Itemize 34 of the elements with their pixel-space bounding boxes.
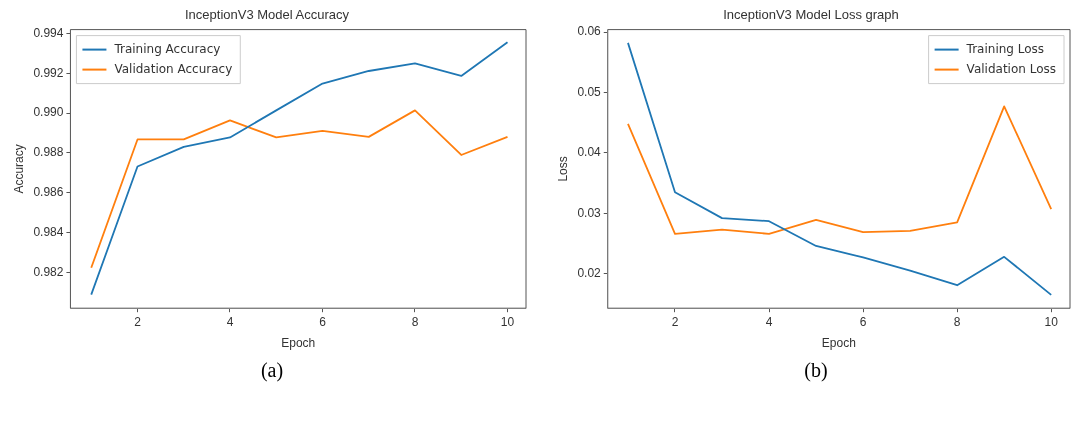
text: (a) [260, 359, 284, 382]
y-axis-title: Loss [555, 156, 570, 182]
text: (b) [804, 359, 828, 382]
chart-title: InceptionV3 Model Accuracy [184, 7, 350, 23]
y-tick-label: 0.984 [33, 224, 64, 239]
chart-title: InceptionV3 Model Loss graph [723, 7, 899, 23]
y-tick-label: 0.986 [33, 185, 64, 200]
y-tick-label: 0.992 [33, 65, 64, 80]
x-tick-label: 8 [953, 314, 961, 329]
legend-label: Validation Loss [966, 61, 1056, 76]
x-tick-label: 4 [765, 314, 773, 329]
x-tick-label: 6 [859, 314, 867, 329]
x-axis-title: Epoch [281, 336, 316, 351]
x-tick-label: 8 [411, 314, 419, 329]
y-tick-label: 0.02 [577, 266, 602, 281]
x-tick-label: 10 [500, 314, 515, 329]
y-tick-label: 0.994 [33, 25, 64, 40]
legend-label: Validation Accuracy [114, 61, 233, 76]
y-tick-label: 0.04 [577, 145, 602, 160]
y-tick-label: 0.06 [577, 24, 602, 39]
x-tick-label: 4 [226, 314, 234, 329]
y-tick-label: 0.982 [33, 264, 64, 279]
y-tick-label: 0.990 [33, 105, 64, 120]
y-axis-title: Accuracy [11, 144, 26, 194]
x-tick-label: 2 [134, 314, 142, 329]
legend-label: Training Accuracy [113, 41, 221, 56]
y-tick-label: 0.03 [577, 205, 602, 220]
legend-label: Training Loss [965, 41, 1045, 56]
x-axis-title: Epoch [821, 336, 856, 351]
y-tick-label: 0.05 [577, 84, 602, 99]
x-tick-label: 6 [319, 314, 327, 329]
x-tick-label: 2 [671, 314, 679, 329]
y-tick-label: 0.988 [33, 145, 64, 160]
x-tick-label: 10 [1044, 314, 1059, 329]
